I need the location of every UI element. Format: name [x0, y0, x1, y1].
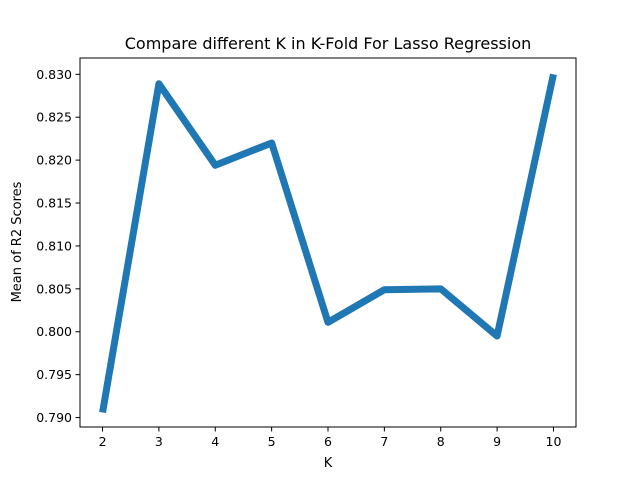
x-tick-label-3: 3	[155, 434, 163, 449]
x-tick-label-6: 6	[324, 434, 332, 449]
y-tick-label-7: 0.825	[36, 110, 72, 125]
axes-frame	[79, 57, 577, 428]
chart-title: Compare different K in K-Fold For Lasso …	[125, 34, 532, 53]
series-line-0	[99, 73, 557, 414]
plot-area: 2 3 4 5 6 7 8 9 10 0.790 0.795 0.800 0.805 0.810 0.815…	[36, 67, 561, 449]
x-tick-label-7: 7	[380, 434, 388, 449]
y-tick-label-6: 0.820	[36, 153, 72, 168]
y-tick-label-4: 0.810	[36, 238, 72, 253]
x-tick-label-9: 9	[493, 434, 501, 449]
y-tick-label-3: 0.805	[36, 281, 72, 296]
x-tick-label-8: 8	[437, 434, 445, 449]
y-tick-label-5: 0.815	[36, 196, 72, 211]
x-tick-label-4: 4	[211, 434, 219, 449]
y-tick-label-1: 0.795	[36, 367, 72, 382]
y-tick-label-0: 0.790	[36, 410, 72, 425]
y-axis-label: Mean of R2 Scores	[10, 181, 25, 302]
x-axis-label: K	[324, 456, 333, 471]
y-tick-label-2: 0.800	[36, 324, 72, 339]
x-tick-label-5: 5	[268, 434, 276, 449]
x-tick-label-10: 10	[546, 434, 562, 449]
y-tick-label-8: 0.830	[36, 67, 72, 82]
x-tick-label-2: 2	[99, 434, 107, 449]
